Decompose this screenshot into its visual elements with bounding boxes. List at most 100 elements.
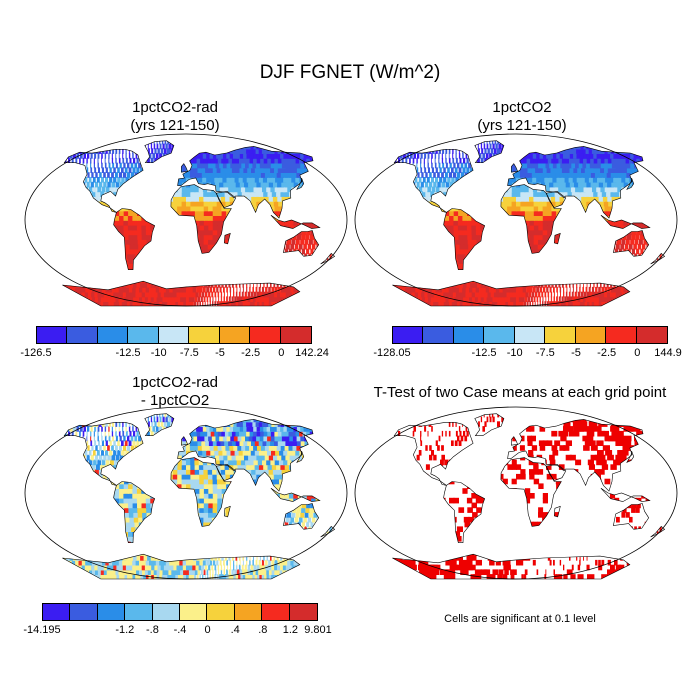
panel-2-title: 1pctCO2 (yrs 121-150) — [372, 99, 672, 135]
coastline — [170, 184, 232, 254]
coastline — [507, 419, 644, 492]
panel-1-title-line2: (yrs 121-150) — [130, 117, 220, 134]
coastline — [443, 208, 486, 270]
coastline — [177, 419, 314, 492]
colorbar-tick-label: -7.5 — [535, 347, 555, 359]
colorbar-swatch — [179, 604, 208, 620]
colorbar-tick-label: -7.5 — [179, 347, 199, 359]
map-border — [24, 406, 348, 580]
coastline — [553, 505, 561, 518]
coastline — [283, 230, 320, 257]
coastline — [144, 413, 175, 437]
coastline — [62, 280, 301, 307]
coastline — [510, 163, 519, 173]
coastline — [320, 525, 336, 538]
colorbar-swatch — [125, 604, 153, 620]
coastline — [545, 190, 567, 208]
colorbar-tick-label: -2.5 — [597, 347, 617, 359]
coastline — [600, 487, 651, 502]
significance-note: Cells are significant at 0.1 level — [444, 613, 596, 625]
colorbar-swatch — [514, 327, 546, 343]
panel-4-title: T-Test of two Case means at each grid po… — [345, 384, 695, 402]
coastline — [223, 505, 231, 518]
colorbar-tick-label: 144.9 — [654, 347, 682, 359]
coastline — [180, 436, 189, 446]
colorbar-swatch — [37, 327, 68, 343]
colorbar-swatch — [152, 604, 180, 620]
colorbar-tick-label: -14.195 — [23, 624, 61, 636]
coastline — [507, 146, 644, 219]
colorbar-tick-label: -10 — [150, 347, 167, 359]
coastline — [600, 214, 651, 229]
coastline — [113, 481, 156, 543]
colorbar-swatch — [67, 327, 98, 343]
coastline — [144, 140, 175, 164]
colorbar-swatch — [97, 327, 129, 343]
panel-4-title-line1: T-Test of two Case means at each grid po… — [373, 384, 667, 401]
panel-3-colorbar — [42, 603, 318, 621]
colorbar-tick-label: 0 — [204, 624, 211, 636]
colorbar-tick-label: -126.5 — [20, 347, 52, 359]
coastline — [215, 190, 237, 208]
coastline — [296, 450, 305, 464]
colorbar-swatch — [575, 327, 607, 343]
panel-3-title-line1: 1pctCO2-rad — [132, 374, 218, 391]
coastline — [510, 436, 519, 446]
panel-1-title: 1pctCO2-rad (yrs 121-150) — [25, 99, 325, 135]
coastline — [63, 421, 144, 486]
colorbar-swatch — [158, 327, 190, 343]
coastline — [613, 503, 650, 530]
map-border — [24, 133, 348, 307]
colorbar-swatch — [207, 604, 235, 620]
colorbar-swatch — [128, 327, 159, 343]
map-border — [354, 133, 678, 307]
colorbar-tick-label: -5 — [215, 347, 225, 359]
colorbar-tick-label: .4 — [230, 624, 240, 636]
colorbar-tick-label: -10 — [506, 347, 523, 359]
coastline — [500, 184, 562, 254]
colorbar-swatch — [393, 327, 424, 343]
colorbar-tick-label: -2.5 — [241, 347, 261, 359]
colorbar-swatch — [234, 604, 263, 620]
coastline — [215, 463, 237, 481]
colorbar-tick-label: 9.801 — [304, 624, 332, 636]
panel-1-colorbar-labels: -126.5 -12.5 -10 -7.5 -5 -2.5 0 142.24 — [20, 347, 328, 361]
coastline — [283, 503, 320, 530]
coastline — [177, 146, 314, 219]
colorbar-tick-label: 142.24 — [295, 347, 329, 359]
coastline — [392, 553, 631, 580]
figure-title: DJF FGNET (W/m^2) — [259, 62, 441, 83]
coastline — [650, 252, 666, 265]
colorbar-swatch — [606, 327, 637, 343]
colorbar-tick-label: -12.5 — [115, 347, 141, 359]
map-border — [354, 406, 678, 580]
coastline — [170, 457, 232, 527]
panel-3-map — [24, 406, 348, 580]
colorbar-swatch — [97, 604, 126, 620]
coastline — [474, 140, 505, 164]
panel-1-colorbar — [36, 326, 312, 344]
coastline — [62, 553, 301, 580]
colorbar-swatch — [453, 327, 485, 343]
colorbar-tick-label: .8 — [258, 624, 268, 636]
coastline — [626, 177, 635, 191]
colorbar-swatch — [636, 327, 667, 343]
coastline — [626, 450, 635, 464]
colorbar-tick-label: -5 — [571, 347, 581, 359]
panel-2-title-line2: (yrs 121-150) — [477, 117, 567, 134]
panel-1-map — [24, 133, 348, 307]
coastline — [223, 232, 231, 245]
coastline — [613, 230, 650, 257]
panel-3-title: 1pctCO2-rad - 1pctCO2 — [25, 374, 325, 410]
colorbar-tick-label: -1.2 — [115, 624, 135, 636]
coastline — [113, 208, 156, 270]
colorbar-swatch — [189, 327, 220, 343]
coastline — [500, 457, 562, 527]
coastline — [270, 214, 321, 229]
colorbar-tick-label: 0 — [634, 347, 641, 359]
colorbar-swatch — [280, 327, 311, 343]
panel-4-map — [354, 406, 678, 580]
colorbar-tick-label: -.8 — [145, 624, 159, 636]
coastline — [296, 177, 305, 191]
coastline — [393, 421, 474, 486]
